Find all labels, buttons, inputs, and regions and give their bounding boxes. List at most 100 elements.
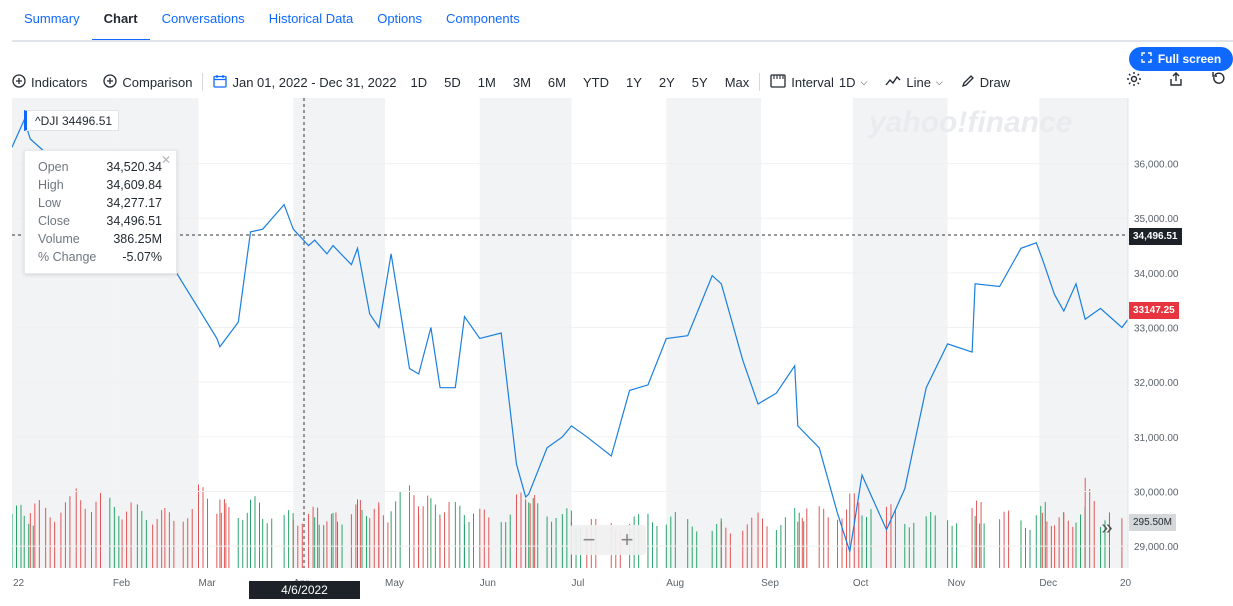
ohlc-row: Volume 386.25M <box>38 232 162 250</box>
candle-interval-icon <box>770 73 786 91</box>
month-band <box>293 98 386 568</box>
quote-tabs: Summary Chart Conversations Historical D… <box>12 0 532 42</box>
y-tick-label: 30,000.00 <box>1134 487 1179 498</box>
draw-button[interactable]: Draw <box>961 74 1010 91</box>
gear-icon <box>1126 71 1142 92</box>
y-tick-label: 32,000.00 <box>1134 378 1179 389</box>
indicators-button[interactable]: Indicators <box>12 73 87 91</box>
ohlc-label: Open <box>38 160 69 174</box>
tabs-divider <box>12 40 1233 42</box>
ohlc-label: % Change <box>38 250 97 264</box>
x-axis: 22FebMarAprMayJunJulAugSepOctNovDec20 <box>13 578 1132 589</box>
share-button[interactable] <box>1166 71 1186 91</box>
symbol-name: ^DJI <box>35 113 59 128</box>
crosshair-date-tag: 4/6/2022 <box>249 581 360 599</box>
ohlc-row: Close 34,496.51 <box>38 214 162 232</box>
x-tick-label: May <box>385 578 404 589</box>
ohlc-label: Low <box>38 196 61 210</box>
tab-chart[interactable]: Chart <box>91 0 150 42</box>
ohlc-label: High <box>38 178 64 192</box>
tab-conversations[interactable]: Conversations <box>161 11 245 26</box>
y-tick-label: 36,000.00 <box>1134 160 1179 171</box>
ohlc-label: Volume <box>38 232 80 246</box>
ohlc-value: 34,609.84 <box>106 178 162 192</box>
interval-label: Interval <box>791 74 834 90</box>
y-axis: 29,000.00 30,000.00 31,000.00 32,000.00 33,0… <box>12 160 1179 553</box>
ohlc-label: Close <box>38 214 70 228</box>
ohlc-row: High 34,609.84 <box>38 178 162 196</box>
price-series-line <box>11 118 1129 552</box>
range-5y[interactable]: 5Y <box>691 74 708 90</box>
date-range-label: Jan 01, 2022 - Dec 31, 2022 <box>232 74 397 90</box>
expand-icon <box>1141 52 1152 66</box>
full-screen-button[interactable]: Full screen <box>1129 47 1233 71</box>
range-1y[interactable]: 1Y <box>625 74 642 90</box>
toolbar-divider <box>202 73 204 91</box>
comparison-button[interactable]: Comparison <box>103 73 192 91</box>
chart-actions <box>1124 71 1228 91</box>
month-band <box>666 98 762 568</box>
draw-label: Draw <box>979 74 1011 90</box>
range-5d[interactable]: 5D <box>444 74 461 90</box>
range-3m[interactable]: 3M <box>512 74 531 90</box>
ohlc-value: 34,520.34 <box>106 160 162 174</box>
ohlc-value: 34,277.17 <box>106 196 162 210</box>
yahoo-finance-watermark: yahoo!finance <box>867 106 1072 139</box>
y-tick-label: 35,000.00 <box>1134 214 1179 225</box>
x-tick-label: Dec <box>1039 578 1057 589</box>
toolbar-divider <box>759 73 761 91</box>
range-buttons: 1D 5D 1M 3M 6M YTD 1Y 2Y 5Y Max <box>411 75 750 90</box>
reset-button[interactable] <box>1208 71 1228 91</box>
x-tick-label: Jun <box>480 578 496 589</box>
line-chart-icon <box>885 75 901 90</box>
x-tick-label: Feb <box>113 578 131 589</box>
crosshair-price-tag: 34,496.51 <box>1129 228 1182 245</box>
interval-dropdown[interactable]: Interval 1D ⌵ <box>770 73 868 91</box>
x-tick-label: Nov <box>948 578 966 589</box>
undo-icon <box>1210 71 1226 92</box>
range-1d[interactable]: 1D <box>410 74 428 90</box>
month-band <box>479 98 572 568</box>
tab-historical-data[interactable]: Historical Data <box>268 11 354 26</box>
tab-summary[interactable]: Summary <box>24 11 80 26</box>
tab-options[interactable]: Options <box>377 11 423 26</box>
symbol-value: 34496.51 <box>61 113 113 128</box>
double-chevron-right-icon: » <box>1101 516 1113 539</box>
chevron-down-icon: ⌵ <box>935 76 943 87</box>
settings-button[interactable] <box>1124 71 1144 91</box>
x-tick-label: Mar <box>199 578 217 589</box>
x-tick-label: Jul <box>572 578 585 589</box>
ohlc-row: Open 34,520.34 <box>38 160 162 178</box>
tab-components[interactable]: Components <box>446 11 520 26</box>
close-icon[interactable]: ✕ <box>160 153 171 167</box>
date-range-picker[interactable]: Jan 01, 2022 - Dec 31, 2022 <box>213 74 397 91</box>
chevron-down-icon: ⌵ <box>860 76 868 87</box>
ohlc-value: -5.07% <box>122 250 162 264</box>
range-6m[interactable]: 6M <box>547 74 566 90</box>
calendar-icon <box>213 74 228 91</box>
range-1m[interactable]: 1M <box>477 74 496 90</box>
interval-value: 1D <box>838 74 856 90</box>
x-tick-label: Sep <box>761 578 779 589</box>
range-ytd[interactable]: YTD <box>582 74 609 90</box>
x-tick-label: Aug <box>666 578 684 589</box>
x-tick-label: 22 <box>13 578 25 589</box>
y-tick-label: 31,000.00 <box>1134 433 1179 444</box>
range-2y[interactable]: 2Y <box>658 74 675 90</box>
chart-type-dropdown[interactable]: Line ⌵ <box>885 75 943 90</box>
share-icon <box>1168 71 1184 92</box>
range-max[interactable]: Max <box>724 74 750 90</box>
ohlc-value: 386.25M <box>113 232 162 246</box>
month-band <box>852 98 948 568</box>
scroll-to-latest-button[interactable]: » <box>1092 516 1122 540</box>
symbol-label: ^DJI 34496.51 <box>24 110 120 131</box>
y-tick-label: 29,000.00 <box>1134 542 1179 553</box>
y-tick-label: 34,000.00 <box>1134 269 1179 280</box>
month-band <box>1039 98 1128 568</box>
month-bands <box>12 98 1128 568</box>
ohlc-tooltip: ✕ Open 34,520.34 High 34,609.84 Low 34,277.… <box>24 150 177 274</box>
ohlc-value: 34,496.51 <box>106 214 162 228</box>
zoom-in-button[interactable]: + <box>620 527 634 552</box>
plus-circle-icon <box>103 73 118 91</box>
zoom-out-button[interactable]: − <box>582 527 596 552</box>
